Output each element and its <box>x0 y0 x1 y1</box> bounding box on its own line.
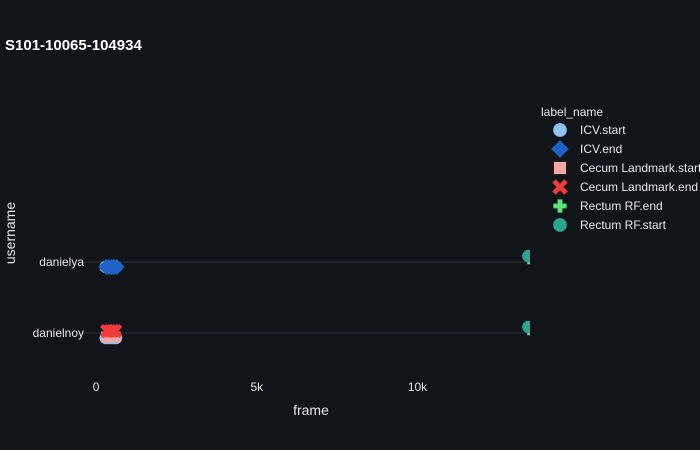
gridlines <box>80 261 530 334</box>
x-axis-ticks: 0 5k 10k <box>93 380 428 394</box>
point-rectum-rf-start-danielnoy <box>522 320 530 334</box>
legend-item-cecum-landmark-end[interactable]: Cecum Landmark.end <box>552 179 698 195</box>
x-axis-label: frame <box>293 402 329 418</box>
legend-item-icv-end[interactable]: ICV.end <box>551 140 622 158</box>
legend-marker-icv-end <box>551 140 569 158</box>
point-rectum-rf-start-danielya <box>522 249 530 263</box>
legend[interactable]: label_name ICV.start ICV.end Cecum Landmar… <box>541 105 700 232</box>
legend-label: Rectum RF.start <box>580 218 667 232</box>
legend-title: label_name <box>541 105 603 119</box>
chart-title: S101-10065-104934 <box>5 37 142 54</box>
legend-marker-rectum-rf-start <box>553 218 567 232</box>
legend-marker-cecum-landmark-start <box>553 161 567 175</box>
y-tick-label: danielnoy <box>33 326 84 340</box>
x-tick-label: 10k <box>408 380 428 394</box>
legend-label: Cecum Landmark.start <box>580 161 700 175</box>
legend-item-icv-start[interactable]: ICV.start <box>553 123 626 137</box>
point-icv-end-danielya <box>108 259 125 275</box>
legend-label: ICV.start <box>580 123 626 137</box>
legend-marker-cecum-landmark-end <box>552 179 568 195</box>
legend-label: ICV.end <box>580 142 622 156</box>
legend-label: Cecum Landmark.end <box>580 180 698 194</box>
legend-item-cecum-landmark-start[interactable]: Cecum Landmark.start <box>553 161 700 175</box>
y-axis-label: username <box>2 202 18 264</box>
legend-label: Rectum RF.end <box>580 199 663 213</box>
data-points <box>98 249 530 345</box>
y-tick-label: danielya <box>39 255 84 269</box>
legend-item-rectum-rf-end[interactable]: Rectum RF.end <box>553 199 663 213</box>
legend-marker-icv-start <box>553 123 567 137</box>
legend-item-rectum-rf-start[interactable]: Rectum RF.start <box>553 218 667 232</box>
legend-marker-rectum-rf-end <box>553 199 567 213</box>
point-cecum-landmark-start-danielnoy <box>109 331 121 343</box>
x-tick-label: 0 <box>93 380 100 394</box>
y-axis-ticks: danielya danielnoy <box>33 255 85 340</box>
x-tick-label: 5k <box>250 380 264 394</box>
point-cecum-landmark-end-danielnoy <box>108 323 123 339</box>
